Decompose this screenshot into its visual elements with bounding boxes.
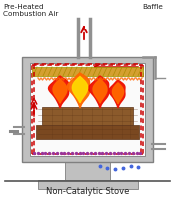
Polygon shape	[112, 83, 124, 104]
Text: Baffle: Baffle	[142, 4, 163, 10]
Polygon shape	[53, 79, 67, 103]
Bar	[65, 162, 110, 180]
Polygon shape	[72, 76, 88, 103]
Bar	[38, 180, 138, 189]
Bar	[42, 107, 133, 125]
Bar	[22, 57, 153, 162]
Bar	[30, 63, 145, 156]
Polygon shape	[109, 80, 125, 108]
Polygon shape	[67, 73, 90, 108]
Text: Pre-Heated
Combustion Air: Pre-Heated Combustion Air	[3, 4, 58, 18]
Polygon shape	[93, 79, 107, 103]
Text: Non-Catalytic Stove: Non-Catalytic Stove	[46, 187, 129, 196]
Polygon shape	[48, 76, 69, 108]
Bar	[32, 67, 143, 76]
Bar	[36, 125, 139, 139]
Polygon shape	[89, 76, 109, 108]
